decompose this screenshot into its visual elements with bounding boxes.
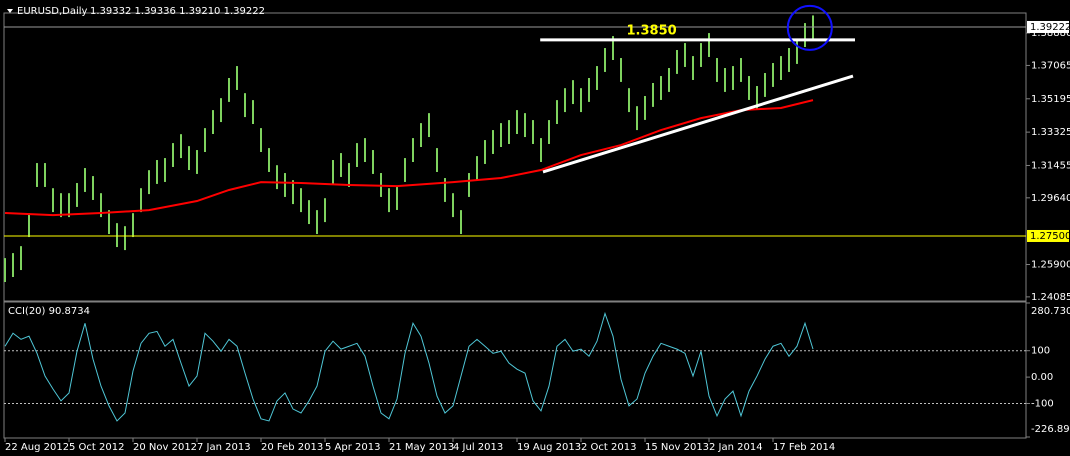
y-tick-label: -226.8905	[1031, 424, 1070, 435]
y-tick-label: 1.31455	[1031, 160, 1070, 171]
x-tick-label: 17 Feb 2014	[773, 442, 835, 453]
chart-title: EURUSD,Daily	[17, 6, 88, 17]
chart-quote: 1.39332 1.39336 1.39210 1.39222	[90, 6, 265, 17]
price-panel	[3, 12, 1027, 302]
y-tick-label: 1.25900	[1031, 260, 1070, 271]
y-tick-label: 0.00	[1031, 372, 1053, 383]
cci-line	[4, 311, 814, 422]
price-level-label: 1.27500	[1030, 231, 1070, 242]
x-tick-label: 21 May 2013	[389, 442, 454, 453]
price-level-label: 1.39222	[1030, 22, 1070, 33]
moving-average	[4, 99, 814, 217]
x-tick-label: 2 Oct 2013	[581, 442, 636, 453]
y-tick-label: 1.38880	[1031, 28, 1070, 39]
y-tick-label: 100	[1031, 346, 1050, 357]
menu-arrow	[7, 9, 13, 13]
x-tick-label: 5 Apr 2013	[325, 442, 380, 453]
x-tick-label: 15 Nov 2013	[645, 442, 709, 453]
price-level-box	[1027, 20, 1069, 33]
x-tick-label: 7 Jan 2013	[197, 442, 251, 453]
trend-line	[542, 74, 854, 174]
y-tick-label: -100	[1031, 399, 1054, 410]
price-level-box	[1027, 229, 1069, 242]
x-tick-label: 20 Feb 2013	[261, 442, 323, 453]
resistance-label: 1.3850	[627, 23, 677, 38]
x-tick-label: 22 Aug 2012	[5, 442, 69, 453]
y-tick-label: 1.37065	[1031, 60, 1070, 71]
y-tick-label: 1.33325	[1031, 127, 1070, 138]
x-tick-label: 5 Oct 2012	[69, 442, 124, 453]
x-tick-label: 2 Jan 2014	[709, 442, 763, 453]
highlight-circle	[786, 4, 833, 51]
y-tick-label: 1.24085	[1031, 292, 1070, 303]
y-tick-label: 1.35195	[1031, 94, 1070, 105]
x-tick-label: 19 Aug 2013	[517, 442, 581, 453]
x-tick-label: 4 Jul 2013	[453, 442, 503, 453]
cci-panel	[3, 301, 1027, 439]
y-tick-label: 1.29640	[1031, 193, 1070, 204]
x-tick-label: 20 Nov 2012	[133, 442, 197, 453]
cci-title: CCI(20) 90.8734	[8, 306, 90, 317]
